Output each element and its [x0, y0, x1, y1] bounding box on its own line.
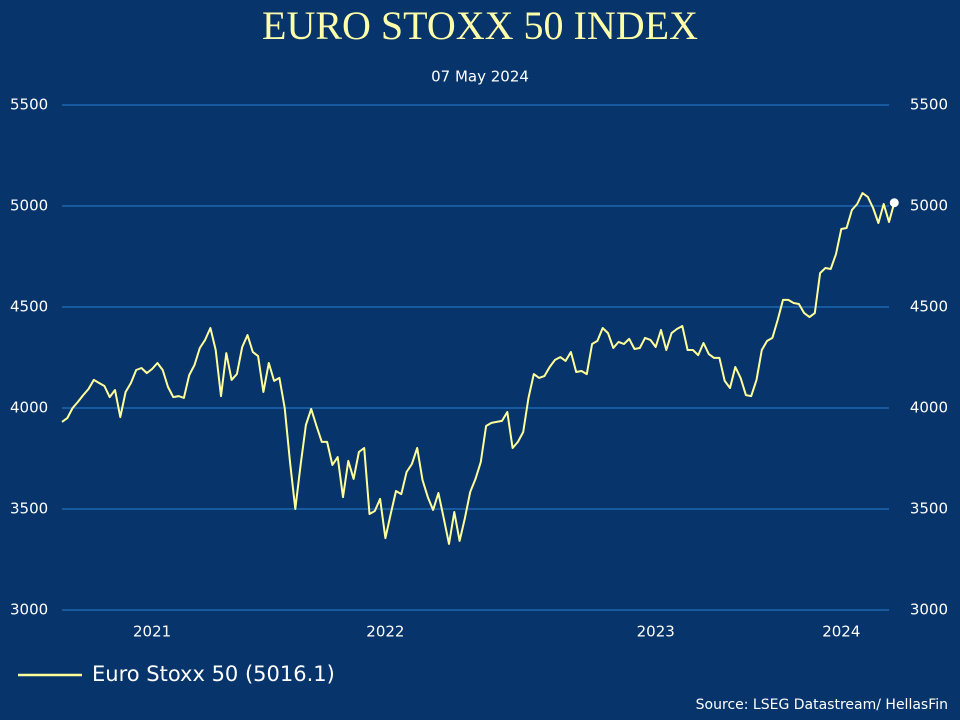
y2-tick-label: 4500: [910, 298, 948, 316]
chart-title: EURO STOXX 50 INDEX: [262, 3, 698, 48]
y2-tick-label: 3500: [910, 500, 948, 518]
y-tick-label: 3500: [10, 500, 48, 518]
chart-subtitle: 07 May 2024: [431, 68, 529, 86]
source-note: Source: LSEG Datastream/ HellasFin: [696, 697, 948, 713]
y-tick-label: 4500: [10, 298, 48, 316]
y-tick-label: 5000: [10, 197, 48, 215]
x-tick-label: 2022: [366, 623, 404, 641]
last-point: [889, 198, 899, 208]
y2-tick-label: 4000: [910, 399, 948, 417]
y-tick-label: 4000: [10, 399, 48, 417]
y-tick-label: 5500: [10, 96, 48, 114]
y-tick-label: 3000: [10, 601, 48, 619]
legend-label: Euro Stoxx 50 (5016.1): [92, 662, 335, 686]
x-tick-label: 2024: [822, 623, 860, 641]
y2-tick-label: 3000: [910, 601, 948, 619]
x-tick-label: 2021: [133, 623, 171, 641]
y2-tick-label: 5000: [910, 197, 948, 215]
series-line: [61, 192, 896, 545]
y2-tick-label: 5500: [910, 96, 948, 114]
x-tick-label: 2023: [637, 623, 675, 641]
